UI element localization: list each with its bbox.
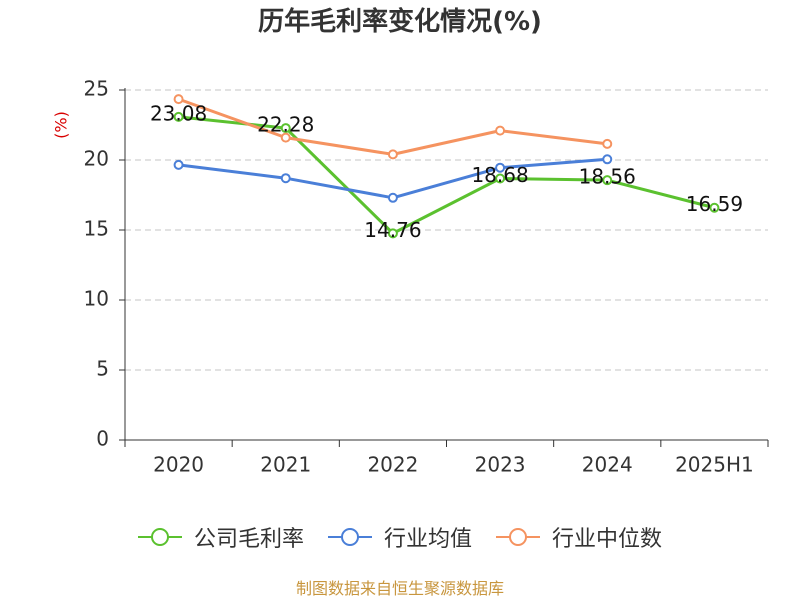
series-line-0 [178, 115, 715, 235]
data-point-1 [173, 159, 184, 170]
data-point-2 [173, 94, 184, 105]
data-point-1 [387, 192, 398, 203]
x-tick-label: 2023 [475, 453, 526, 477]
data-label: 14.76 [364, 218, 421, 242]
chart-title: 历年毛利率变化情况(%) [258, 7, 542, 37]
data-point-2 [280, 132, 291, 143]
x-tick-label: 2022 [367, 453, 418, 477]
y-axis-label: (%) [52, 111, 71, 139]
y-tick-label: 10 [84, 287, 109, 311]
data-point-2 [602, 138, 613, 149]
data-point-1 [280, 173, 291, 184]
data-label: 16.59 [686, 192, 743, 216]
data-point-0 [602, 175, 613, 186]
data-point-2 [495, 125, 506, 136]
legend-marker-orange-icon [496, 528, 540, 546]
x-tick-label: 2025H1 [675, 453, 754, 477]
y-tick-label: 0 [96, 427, 109, 451]
data-label: 22.28 [257, 113, 314, 137]
data-point-1 [602, 154, 613, 165]
data-point-0 [173, 111, 184, 122]
data-label: 18.56 [579, 165, 636, 189]
chart-legend: 公司毛利率 行业均值 行业中位数 [0, 520, 800, 554]
data-point-1 [495, 162, 506, 173]
x-tick-label: 2021 [260, 453, 311, 477]
data-point-0 [495, 173, 506, 184]
legend-label: 行业均值 [383, 527, 472, 552]
series-line-2 [178, 97, 608, 156]
legend-label: 行业中位数 [552, 527, 663, 552]
legend-marker-green-icon [137, 528, 182, 546]
source-note: 制图数据来自恒生聚源数据库 [295, 579, 504, 598]
data-point-0 [709, 202, 720, 213]
data-point-2 [387, 149, 398, 160]
x-tick-label: 2024 [582, 453, 633, 477]
legend-item-industry-median[interactable]: 行业中位数 [496, 521, 662, 553]
legend-item-industry-mean[interactable]: 行业均值 [327, 521, 472, 553]
y-tick-label: 25 [84, 77, 109, 101]
data-point-0 [387, 228, 398, 239]
y-tick-label: 15 [84, 217, 109, 241]
data-label: 23.08 [150, 101, 207, 125]
y-tick-label: 20 [84, 147, 109, 171]
data-label: 18.68 [471, 163, 528, 187]
data-point-0 [280, 123, 291, 134]
legend-item-company-margin[interactable]: 公司毛利率 [137, 521, 304, 553]
x-tick-label: 2020 [153, 453, 204, 477]
legend-label: 公司毛利率 [193, 527, 304, 552]
legend-marker-blue-icon [327, 528, 372, 546]
y-tick-label: 5 [96, 357, 109, 381]
